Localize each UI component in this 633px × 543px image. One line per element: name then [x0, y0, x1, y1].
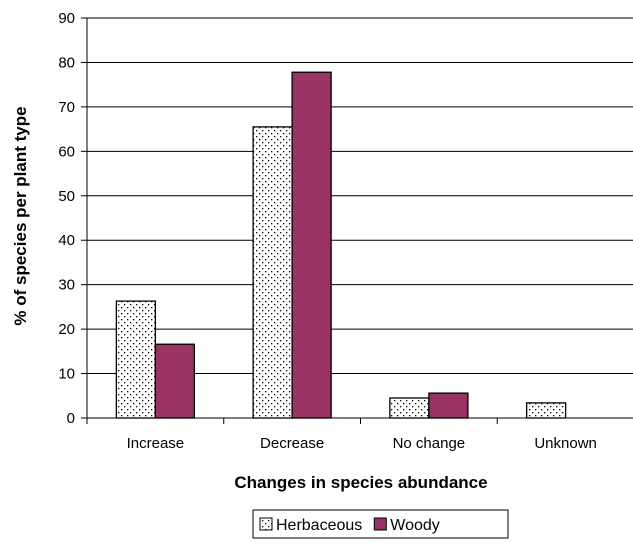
x-tick-label: Decrease — [260, 435, 324, 452]
y-axis-title: % of species per plant type — [11, 106, 30, 325]
y-tick-labels: 0 10 20 30 40 50 60 70 80 90 — [58, 10, 75, 427]
x-tick-label: Increase — [127, 435, 185, 452]
y-tick-label: 10 — [58, 366, 75, 383]
bar-herbaceous-decrease — [252, 126, 293, 419]
bar-herbaceous-unknown — [525, 402, 567, 419]
x-axis-title: Changes in species abundance — [234, 473, 487, 492]
bar-herbaceous-increase — [115, 300, 157, 419]
y-tick-label: 60 — [58, 143, 75, 160]
x-tick-labels: Increase Decrease No change Unknown — [127, 435, 597, 452]
y-tick-label: 40 — [58, 232, 75, 249]
bar-woody-no-change — [428, 392, 469, 419]
legend-swatch-herbaceous — [259, 517, 273, 531]
y-tick-label: 80 — [58, 54, 75, 71]
x-tick-label: No change — [393, 435, 466, 452]
y-tick-label: 70 — [58, 99, 75, 116]
legend-label-herbaceous: Herbaceous — [276, 517, 362, 534]
legend: Herbaceous Woody — [252, 509, 509, 539]
legend-label-woody: Woody — [390, 517, 440, 534]
y-tick-label: 30 — [58, 277, 75, 294]
axes — [81, 17, 633, 424]
x-tick-label: Unknown — [534, 435, 597, 452]
legend-swatch-woody — [373, 517, 387, 531]
bar-woody-decrease — [291, 71, 332, 419]
y-tick-label: 90 — [58, 10, 75, 27]
y-tick-label: 20 — [58, 321, 75, 338]
gridlines — [87, 17, 633, 375]
y-tick-label: 50 — [58, 188, 75, 205]
bar-woody-increase — [154, 343, 196, 419]
bar-herbaceous-no-change — [389, 397, 430, 419]
bars — [115, 71, 567, 419]
y-tick-label: 0 — [67, 410, 75, 427]
